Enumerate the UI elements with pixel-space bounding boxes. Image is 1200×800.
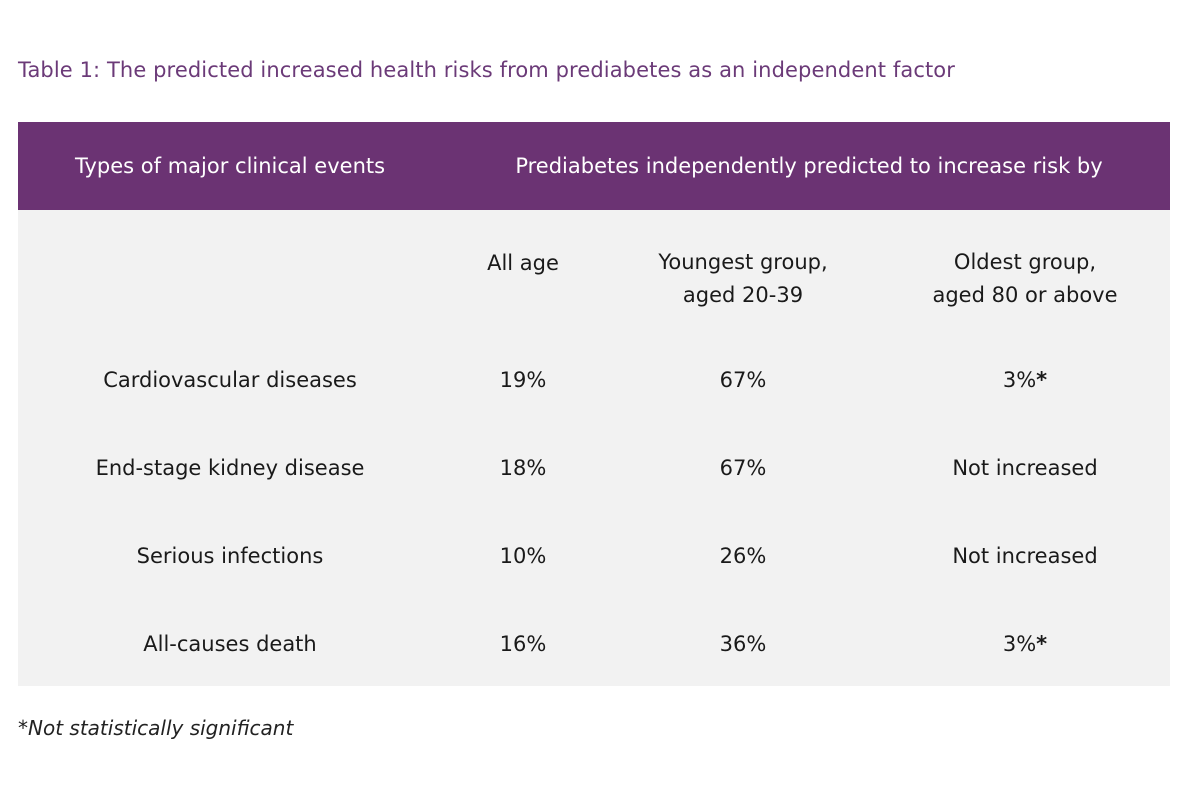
risk-table: Types of major clinical events Prediabet…: [18, 122, 1170, 686]
oldest-value: 3%: [1002, 367, 1037, 392]
header-risk-increase: Prediabetes independently predicted to i…: [515, 154, 1103, 178]
subheader-oldest-group: Oldest group, aged 80 or above: [895, 234, 1155, 324]
table-row-oldest: Not increased: [895, 446, 1155, 490]
subheader-oldest-line2: aged 80 or above: [932, 283, 1118, 307]
table-row-all-age: 16%: [499, 631, 547, 656]
subheader-youngest-line2: aged 20-39: [682, 283, 804, 307]
significance-mark: *: [1036, 367, 1048, 392]
footnote: *Not statistically significant: [18, 716, 294, 740]
header-clinical-events: Types of major clinical events: [74, 154, 386, 178]
table-row-youngest: 67%: [719, 367, 767, 392]
table-row-event: Cardiovascular diseases: [103, 367, 357, 392]
table-row-oldest: 3% *: [895, 622, 1155, 666]
table-row-youngest: 67%: [719, 455, 767, 480]
table-row-oldest: 3% *: [895, 358, 1155, 402]
table-row-youngest: 26%: [719, 543, 767, 568]
table-row-all-age: 10%: [499, 543, 547, 568]
table-row-oldest: Not increased: [895, 534, 1155, 578]
significance-mark: *: [1036, 631, 1048, 656]
table-header: Types of major clinical events Prediabet…: [18, 122, 1170, 210]
table-row-all-age: 19%: [499, 367, 547, 392]
subheader-youngest-line1: Youngest group,: [658, 250, 828, 274]
subheader-oldest-line1: Oldest group,: [953, 250, 1097, 274]
table-row-all-age: 18%: [499, 455, 547, 480]
table-row-event: End-stage kidney disease: [95, 455, 365, 480]
table-caption: Table 1: The predicted increased health …: [18, 58, 955, 82]
oldest-value: 3%: [1002, 631, 1037, 656]
oldest-value: Not increased: [952, 543, 1098, 568]
table-row-event: All-causes death: [143, 631, 317, 656]
table-row-youngest: 36%: [719, 631, 767, 656]
table-row-event: Serious infections: [136, 543, 324, 568]
oldest-value: Not increased: [952, 455, 1098, 480]
subheader-all-age: All age: [487, 250, 559, 275]
subheader-youngest-group: Youngest group, aged 20-39: [633, 234, 853, 324]
